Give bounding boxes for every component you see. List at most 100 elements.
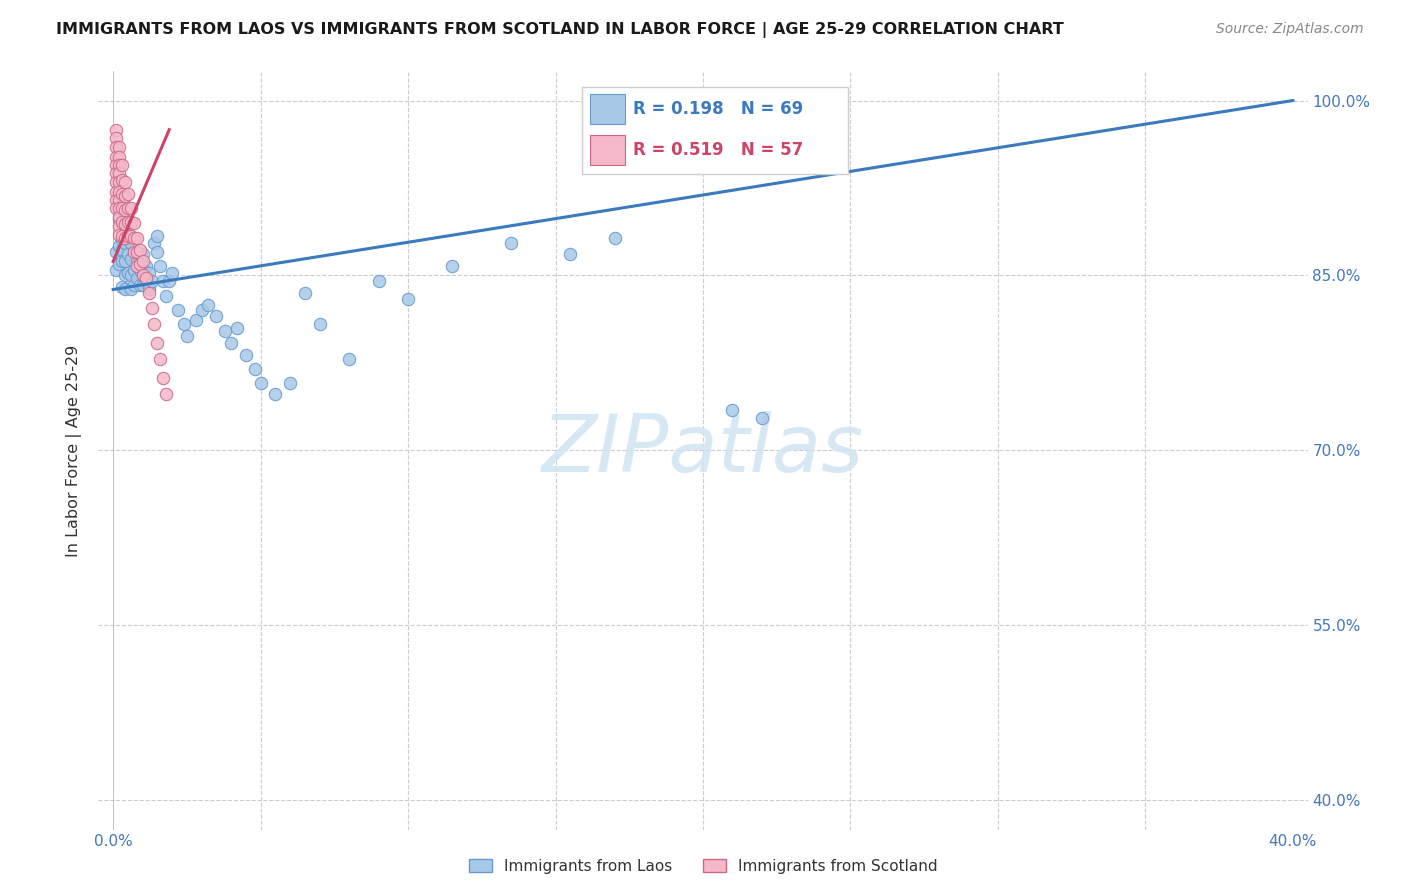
- Point: [143, 318, 166, 332]
- Point: [751, 410, 773, 425]
- Point: [122, 262, 145, 277]
- Point: [721, 402, 744, 417]
- Point: [117, 215, 139, 229]
- Point: [108, 185, 131, 199]
- Point: [146, 245, 169, 260]
- Point: [155, 387, 177, 401]
- Point: [128, 257, 150, 271]
- Point: [105, 140, 128, 154]
- Point: [131, 247, 153, 261]
- Point: [117, 227, 139, 242]
- Point: [128, 277, 150, 292]
- Point: [125, 245, 148, 260]
- Point: [131, 254, 153, 268]
- Point: [122, 245, 145, 260]
- Point: [117, 247, 139, 261]
- Point: [108, 175, 131, 189]
- Point: [105, 185, 128, 199]
- Point: [128, 243, 150, 257]
- Point: [249, 376, 271, 390]
- Point: [111, 280, 134, 294]
- Point: [122, 277, 145, 292]
- Point: [152, 274, 174, 288]
- Point: [120, 283, 142, 297]
- Point: [120, 235, 142, 250]
- Point: [111, 254, 134, 268]
- Point: [135, 274, 157, 288]
- Point: [111, 228, 134, 243]
- Point: [114, 254, 136, 268]
- Text: Source: ZipAtlas.com: Source: ZipAtlas.com: [1216, 22, 1364, 37]
- Point: [114, 203, 136, 218]
- Point: [146, 336, 169, 351]
- Point: [108, 257, 131, 271]
- Point: [108, 166, 131, 180]
- Point: [114, 217, 136, 231]
- Point: [264, 387, 287, 401]
- Point: [603, 231, 626, 245]
- Point: [141, 301, 163, 315]
- Point: [396, 292, 419, 306]
- Point: [117, 266, 139, 280]
- Point: [125, 259, 148, 273]
- Point: [125, 254, 148, 268]
- Point: [235, 348, 257, 362]
- Point: [114, 283, 136, 297]
- Point: [294, 285, 316, 300]
- Point: [114, 235, 136, 250]
- Point: [105, 201, 128, 215]
- Point: [367, 274, 389, 288]
- Point: [138, 266, 160, 280]
- Point: [108, 201, 131, 215]
- Point: [108, 210, 131, 224]
- Point: [108, 158, 131, 172]
- Point: [135, 270, 157, 285]
- Point: [160, 266, 183, 280]
- Point: [146, 228, 169, 243]
- Point: [105, 166, 128, 180]
- Point: [128, 262, 150, 277]
- Point: [114, 189, 136, 203]
- Point: [111, 243, 134, 257]
- Point: [120, 228, 142, 243]
- Point: [155, 289, 177, 303]
- Point: [108, 193, 131, 207]
- Point: [167, 303, 190, 318]
- Point: [219, 336, 242, 351]
- Point: [157, 274, 180, 288]
- Point: [131, 268, 153, 283]
- Point: [131, 262, 153, 277]
- Point: [105, 175, 128, 189]
- Point: [120, 215, 142, 229]
- Point: [173, 318, 195, 332]
- Point: [105, 149, 128, 163]
- Point: [111, 215, 134, 229]
- Point: [111, 201, 134, 215]
- Point: [117, 228, 139, 243]
- Point: [111, 186, 134, 201]
- Point: [108, 140, 131, 154]
- Point: [214, 325, 236, 339]
- Point: [111, 216, 134, 230]
- Point: [114, 268, 136, 283]
- Point: [125, 270, 148, 285]
- Text: ZIPatlas: ZIPatlas: [541, 411, 865, 490]
- Point: [149, 259, 172, 273]
- Point: [135, 259, 157, 273]
- Point: [111, 173, 134, 187]
- Point: [138, 285, 160, 300]
- Point: [105, 193, 128, 207]
- Point: [337, 352, 360, 367]
- Point: [108, 227, 131, 242]
- Point: [105, 245, 128, 260]
- Point: [117, 186, 139, 201]
- Legend: Immigrants from Laos, Immigrants from Scotland: Immigrants from Laos, Immigrants from Sc…: [463, 853, 943, 880]
- Point: [131, 277, 153, 292]
- Point: [152, 371, 174, 385]
- Point: [108, 149, 131, 163]
- Point: [105, 262, 128, 277]
- Point: [226, 321, 249, 335]
- Point: [308, 318, 330, 332]
- Point: [125, 231, 148, 245]
- Y-axis label: In Labor Force | Age 25-29: In Labor Force | Age 25-29: [66, 344, 83, 557]
